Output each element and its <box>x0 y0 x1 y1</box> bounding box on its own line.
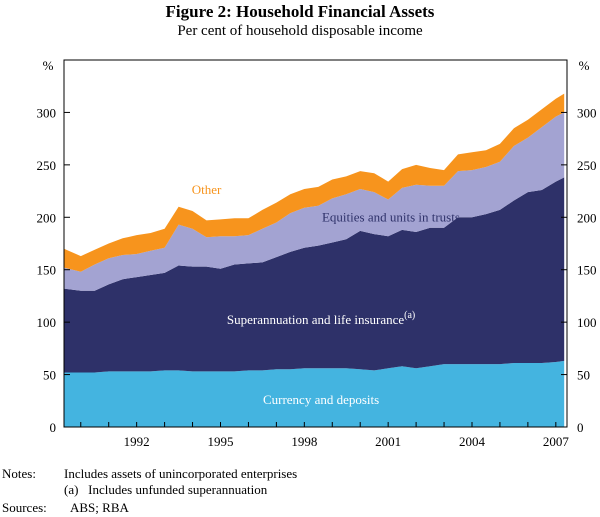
y-tick-label-left: 50 <box>43 368 56 383</box>
x-tick-label: 1992 <box>124 434 150 449</box>
area-superannuation-and-life-insurance <box>64 177 565 373</box>
sources-text: ABS; RBA <box>70 500 129 515</box>
area-currency-and-deposits <box>64 360 565 427</box>
area-other <box>64 93 565 272</box>
y-tick-label-left: 100 <box>37 315 57 330</box>
y-tick-label-left: 300 <box>37 105 57 120</box>
area-equities-and-units-in-trusts <box>64 112 565 291</box>
y-tick-label-left: 250 <box>37 158 57 173</box>
footnote-marker: (a) <box>404 310 415 321</box>
x-tick-label: 2001 <box>375 434 401 449</box>
area-layer <box>64 93 565 427</box>
y-tick-label-left: 200 <box>37 210 57 225</box>
y-tick-label-left: 0 <box>50 420 57 435</box>
y-tick-label-right: 0 <box>577 420 584 435</box>
y-unit-label-right: % <box>579 58 590 73</box>
y-tick-label-right: 250 <box>577 158 597 173</box>
plot-frame <box>63 59 568 428</box>
y-tick-label-right: 100 <box>577 315 597 330</box>
label-layer: 0 0 50 50 100 100 150 150 200 200 250 250 300 300 1992… <box>37 105 597 449</box>
y-tick-label-right: 50 <box>577 368 590 383</box>
series-label-other: Other <box>192 182 222 197</box>
sources-label: Sources: <box>2 500 47 515</box>
series-label-superannuation: Superannuation and life insurance(a) <box>227 310 415 327</box>
series-label-equities: Equities and units in trusts <box>322 209 460 224</box>
chart-title: Figure 2: Household Financial Assets <box>165 2 435 21</box>
x-tick-label: 1995 <box>207 434 233 449</box>
x-tick-label: 1998 <box>291 434 317 449</box>
series-label-currency: Currency and deposits <box>263 392 379 407</box>
chart-subtitle: Per cent of household disposable income <box>177 23 423 39</box>
notes-line-2: (a) Includes unfunded superannuation <box>2 482 267 498</box>
series-label-superannuation-text: Superannuation and life insurance <box>227 312 404 327</box>
x-tick-label: 2004 <box>459 434 486 449</box>
x-tick-label: 2007 <box>543 434 570 449</box>
notes-line-1: Notes: Includes assets of unincorporated … <box>2 466 297 482</box>
y-unit-label-left: % <box>43 58 54 73</box>
tick-layer <box>64 111 567 428</box>
y-tick-label-right: 150 <box>577 263 597 278</box>
sources-line: Sources: ABS; RBA <box>2 500 129 516</box>
notes-text-1: Includes assets of unincorporated enterp… <box>64 466 298 481</box>
y-tick-label-left: 150 <box>37 263 57 278</box>
y-tick-label-right: 200 <box>577 210 597 225</box>
notes-label: Notes: <box>2 466 36 481</box>
y-tick-label-right: 300 <box>577 105 597 120</box>
notes-text-2: (a) Includes unfunded superannuation <box>64 482 268 497</box>
